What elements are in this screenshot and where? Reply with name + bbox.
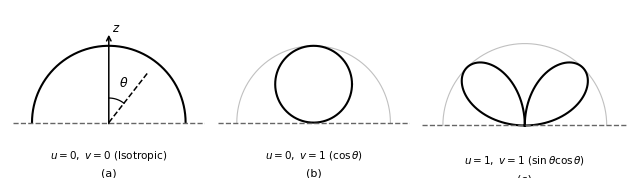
Text: (c): (c)	[517, 174, 532, 178]
Text: $z$: $z$	[112, 22, 120, 35]
Text: (b): (b)	[306, 168, 321, 178]
Text: $u = 0,\ v = 0\ \mathrm{(Isotropic)}$: $u = 0,\ v = 0\ \mathrm{(Isotropic)}$	[50, 149, 168, 163]
Text: $u = 0,\ v = 1\ (\cos\theta)$: $u = 0,\ v = 1\ (\cos\theta)$	[264, 149, 363, 162]
Text: $u = 1,\ v = 1\ (\sin\theta\cos\theta)$: $u = 1,\ v = 1\ (\sin\theta\cos\theta)$	[464, 154, 586, 167]
Text: $\theta$: $\theta$	[118, 76, 128, 90]
Text: (a): (a)	[101, 168, 116, 178]
